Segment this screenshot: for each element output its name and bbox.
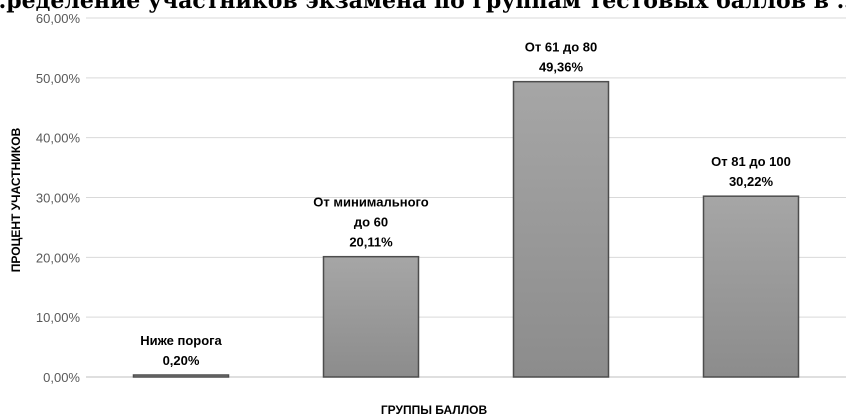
bar-value-label: 30,22%	[729, 174, 774, 189]
y-tick-label: 20,00%	[36, 250, 81, 265]
y-tick-label: 40,00%	[36, 131, 81, 146]
bar-category-label: От 81 до 100	[711, 154, 791, 169]
bar	[512, 80, 610, 378]
x-axis-title: ГРУППЫ БАЛЛОВ	[381, 403, 488, 417]
gridlines	[86, 17, 846, 378]
bar-value-label: 20,11%	[349, 235, 393, 250]
chart-title: …ределение участников экзамена по группа…	[0, 0, 846, 14]
bar-category-label: От 61 до 80	[525, 40, 597, 55]
bar-value-label: 0,20%	[163, 353, 200, 368]
bar-labels: Ниже порога 0,20% От минимального до 60 20,1…	[140, 40, 791, 368]
bar	[132, 374, 230, 378]
bar-category-label: до 60	[354, 215, 388, 230]
bars	[132, 80, 800, 378]
bar-value-label: 49,36%	[539, 60, 584, 75]
y-tick-label: 60,00%	[36, 11, 81, 26]
y-tick-label: 30,00%	[36, 191, 81, 206]
y-tick-label: 10,00%	[36, 310, 81, 325]
y-axis-title: ПРОЦЕНТ УЧАСТНИКОВ	[9, 127, 23, 272]
bar-category-label: Ниже порога	[140, 333, 222, 348]
y-tick-label: 0,00%	[43, 370, 80, 385]
bar-category-label: От минимального	[313, 195, 429, 210]
bar	[702, 195, 800, 378]
bar	[322, 255, 420, 378]
y-tick-label: 50,00%	[36, 71, 81, 86]
y-axis-ticks: 0,00% 10,00% 20,00% 30,00% 40,00% 50,00% 60,00…	[36, 11, 81, 385]
